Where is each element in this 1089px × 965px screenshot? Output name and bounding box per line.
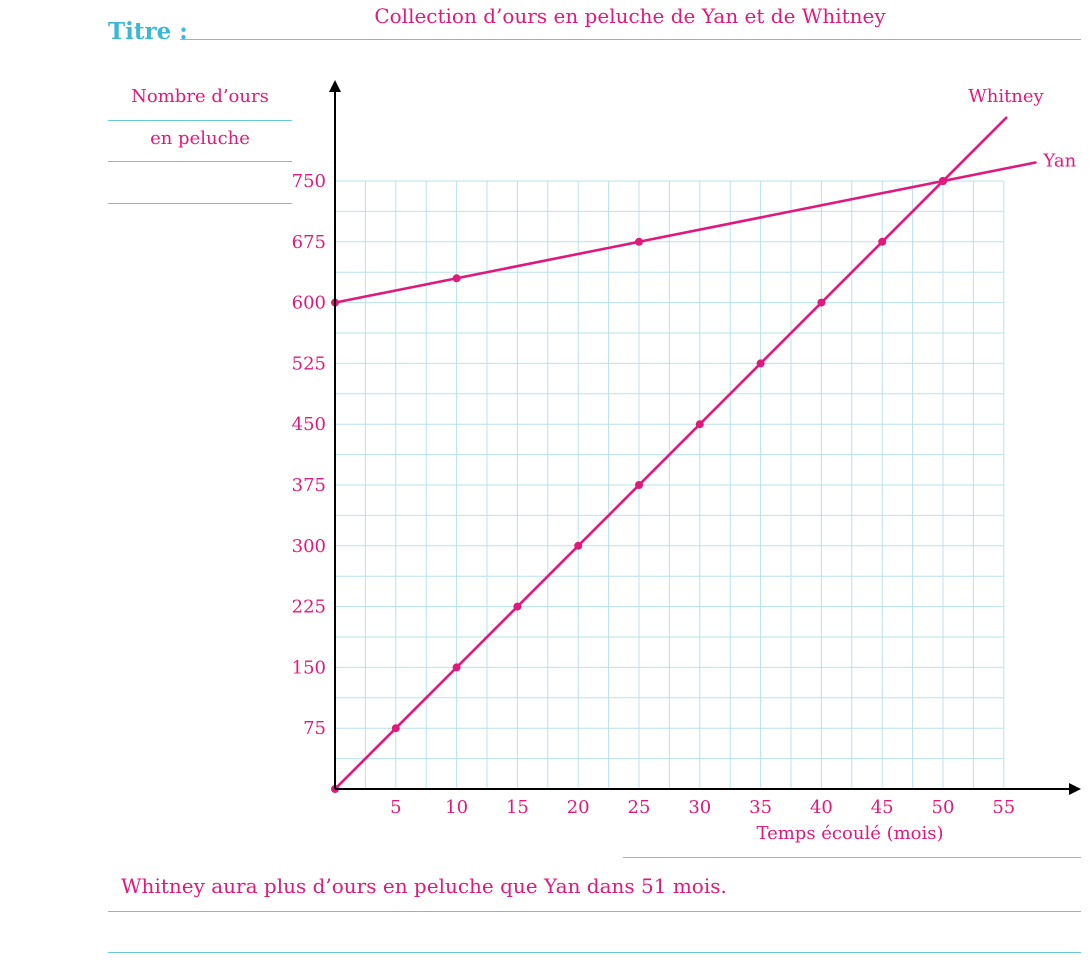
- chart-grid: [335, 180, 1005, 789]
- y-axis-label-line-1: Nombre d’ours: [131, 86, 269, 107]
- chart-tick-labels: 5 10 15 20 25 30 35 40 45 50 55 75 150 225 300 375 450 52…: [292, 171, 1016, 818]
- x-tick-label: 55: [992, 797, 1015, 818]
- chart-title: Collection d’ours en peluche de Yan et d…: [374, 4, 886, 28]
- series-label-whitney: Whitney: [968, 86, 1044, 107]
- x-tick-label: 40: [810, 797, 833, 818]
- y-axis-label-line-2: en peluche: [150, 128, 250, 149]
- y-label-rule-3: [108, 203, 292, 204]
- data-point-whitney: [635, 481, 643, 489]
- series-line-whitney: [333, 116, 1008, 791]
- x-tick-label: 25: [628, 797, 651, 818]
- chart-series-labels: Yan Whitney: [968, 86, 1076, 172]
- answer-rule-1: [108, 911, 1081, 912]
- y-axis-arrow-icon: [329, 80, 341, 92]
- y-tick-label: 150: [292, 657, 326, 678]
- x-tick-label: 45: [871, 797, 894, 818]
- title-underline: [180, 39, 1081, 40]
- chart-series: [331, 116, 1037, 793]
- x-label-rule: [623, 857, 1081, 858]
- data-point-whitney: [756, 359, 765, 368]
- series-line-yan: [333, 161, 1037, 304]
- data-point-whitney: [574, 541, 583, 550]
- y-tick-label: 300: [292, 536, 326, 557]
- y-tick-label: 375: [292, 475, 326, 496]
- x-tick-label: 35: [749, 797, 772, 818]
- y-tick-label: 525: [292, 353, 326, 374]
- data-point-whitney: [452, 663, 461, 672]
- x-tick-label: 15: [506, 797, 529, 818]
- y-tick-label: 750: [292, 171, 326, 192]
- data-point-whitney: [878, 237, 887, 246]
- title-field-label: Titre :: [108, 18, 188, 45]
- y-tick-label: 600: [292, 293, 326, 314]
- y-tick-label: 450: [292, 414, 326, 435]
- x-axis-arrow-icon: [1069, 783, 1081, 795]
- data-point-whitney: [939, 177, 947, 185]
- data-point-whitney: [817, 298, 826, 307]
- y-label-rule-2: [108, 161, 292, 162]
- chart-axes: [329, 80, 1081, 795]
- x-tick-label: 10: [445, 797, 468, 818]
- data-point-whitney: [391, 724, 400, 733]
- answer-text: Whitney aura plus d’ours en peluche que …: [121, 874, 727, 898]
- data-point-yan: [452, 274, 461, 283]
- answer-rule-2: [108, 952, 1081, 953]
- series-label-yan: Yan: [1042, 151, 1076, 172]
- y-tick-label: 675: [292, 232, 326, 253]
- data-point-whitney: [513, 602, 522, 611]
- data-point-yan: [635, 237, 643, 246]
- y-label-rule-1: [108, 120, 292, 121]
- x-tick-label: 5: [390, 797, 401, 818]
- data-point-whitney: [695, 420, 704, 429]
- y-tick-label: 225: [292, 597, 326, 618]
- x-tick-label: 20: [567, 797, 590, 818]
- x-axis-label: Temps écoulé (mois): [756, 823, 944, 844]
- x-tick-label: 30: [688, 797, 711, 818]
- x-tick-label: 50: [932, 797, 955, 818]
- y-tick-label: 75: [303, 718, 326, 739]
